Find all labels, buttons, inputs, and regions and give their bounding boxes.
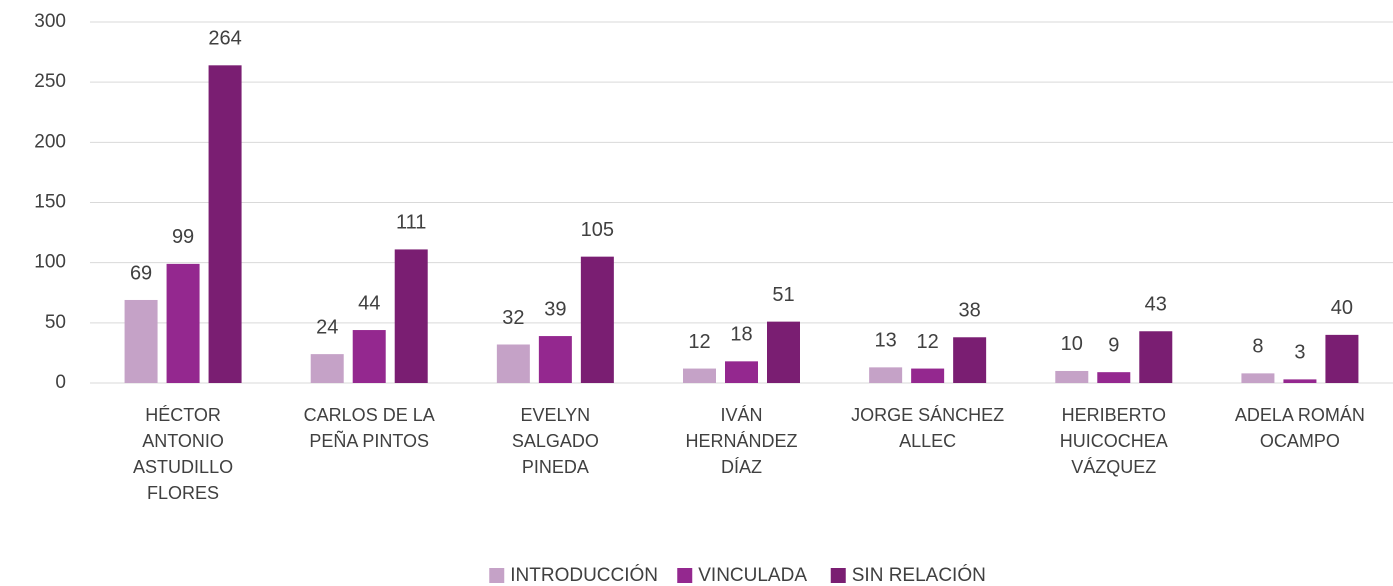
bar — [394, 249, 428, 383]
data-label: 12 — [688, 331, 710, 353]
x-tick-label: EVELYN SALGADO PINEDA — [511, 405, 599, 477]
data-label: 18 — [730, 324, 752, 346]
x-tick-label: HÉCTOR ANTONIO ASTUDILLO FLORES — [133, 405, 234, 503]
data-label: 99 — [172, 226, 194, 248]
data-label: 111 — [396, 212, 426, 234]
bar — [683, 368, 716, 383]
bar — [1241, 373, 1275, 383]
data-label: 44 — [358, 292, 380, 314]
y-tick-label: 100 — [34, 252, 66, 273]
data-label: 24 — [316, 316, 338, 338]
data-label: 3 — [1294, 342, 1305, 364]
data-label: 51 — [772, 284, 794, 306]
data-label: 38 — [959, 300, 981, 322]
bar — [1325, 334, 1359, 383]
data-label: 40 — [1331, 297, 1353, 319]
data-label: 69 — [130, 262, 152, 284]
data-label: 13 — [875, 330, 897, 352]
y-tick-label: 300 — [34, 11, 66, 32]
y-tick-label: 150 — [34, 192, 66, 213]
bar — [1055, 370, 1089, 383]
bar — [1097, 372, 1131, 383]
data-label: 105 — [581, 219, 614, 241]
x-tick-label: JORGE SÁNCHEZ ALLEC — [851, 405, 1005, 451]
bar — [538, 336, 572, 383]
data-label: 12 — [917, 331, 939, 353]
y-tick-label: 200 — [34, 131, 66, 152]
x-tick-label: CARLOS DE LA PEÑA PINTOS — [303, 405, 435, 451]
bar — [1139, 331, 1173, 383]
bar — [166, 263, 200, 383]
data-label: 9 — [1108, 334, 1119, 356]
legend-swatch — [677, 568, 693, 583]
bar — [767, 321, 800, 383]
bar — [352, 330, 386, 383]
bar — [953, 337, 987, 383]
y-tick-label: 50 — [45, 312, 66, 333]
bar — [124, 299, 158, 383]
x-tick-label: IVÁN HERNÁNDEZ DÍAZ — [685, 405, 798, 477]
bar — [208, 65, 242, 383]
data-label: 8 — [1252, 336, 1263, 358]
data-label: 264 — [208, 28, 241, 50]
bar — [869, 367, 903, 383]
y-tick-label: 250 — [34, 71, 66, 92]
x-tick-label: HERIBERTO HUICOCHEA VÁZQUEZ — [1059, 405, 1168, 477]
legend-label: SIN RELACIÓN — [852, 564, 986, 586]
bar — [911, 368, 945, 383]
bar — [310, 354, 344, 383]
bar — [496, 344, 530, 383]
legend-label: INTRODUCCIÓN — [510, 564, 658, 586]
legend-swatch — [830, 568, 846, 583]
x-tick-label: ADELA ROMÁN OCAMPO — [1234, 405, 1365, 451]
data-label: 10 — [1061, 333, 1083, 355]
y-tick-label: 0 — [55, 372, 66, 393]
legend-swatch — [489, 568, 505, 583]
bar — [580, 256, 614, 383]
bar — [725, 361, 758, 383]
data-label: 43 — [1145, 294, 1167, 316]
data-label: 39 — [544, 298, 566, 320]
legend-label: VINCULADA — [698, 565, 807, 586]
data-label: 32 — [502, 307, 524, 329]
bar — [1283, 379, 1317, 383]
